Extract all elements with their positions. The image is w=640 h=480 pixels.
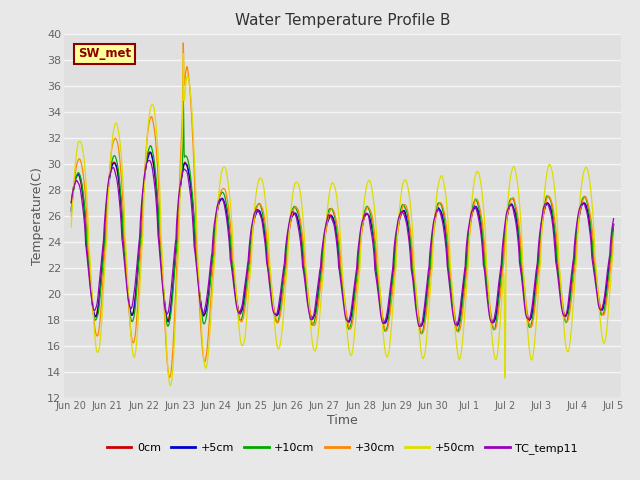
+30cm bbox=[95, 327, 103, 333]
+50cm bbox=[317, 295, 325, 301]
TC_temp11 bbox=[67, 200, 75, 205]
Text: SW_met: SW_met bbox=[78, 48, 131, 60]
+10cm bbox=[495, 298, 502, 303]
+5cm bbox=[95, 299, 103, 305]
+5cm bbox=[67, 208, 75, 214]
+10cm bbox=[595, 298, 602, 303]
+5cm bbox=[332, 223, 339, 229]
+50cm bbox=[595, 295, 602, 301]
+50cm bbox=[610, 235, 618, 240]
Y-axis label: Temperature(C): Temperature(C) bbox=[31, 167, 44, 265]
+10cm bbox=[317, 272, 324, 278]
0cm bbox=[610, 222, 618, 228]
+5cm bbox=[417, 324, 425, 329]
TC_temp11 bbox=[332, 229, 339, 235]
+50cm bbox=[67, 224, 75, 230]
+10cm bbox=[332, 216, 339, 222]
TC_temp11 bbox=[317, 259, 324, 264]
+30cm bbox=[610, 230, 618, 236]
+30cm bbox=[317, 277, 325, 283]
Line: +50cm: +50cm bbox=[71, 53, 614, 385]
+5cm bbox=[147, 149, 154, 155]
0cm bbox=[67, 200, 75, 205]
+10cm bbox=[418, 331, 426, 336]
TC_temp11 bbox=[495, 280, 502, 286]
+30cm bbox=[495, 306, 502, 312]
0cm bbox=[317, 267, 324, 273]
Line: 0cm: 0cm bbox=[71, 152, 614, 326]
+5cm bbox=[610, 222, 618, 228]
+10cm bbox=[595, 296, 602, 301]
+5cm bbox=[595, 295, 602, 300]
0cm bbox=[595, 296, 602, 301]
+5cm bbox=[317, 269, 324, 275]
0cm bbox=[146, 149, 154, 155]
0cm bbox=[452, 324, 460, 329]
+30cm bbox=[166, 374, 173, 380]
Line: +5cm: +5cm bbox=[71, 152, 614, 326]
Legend: 0cm, +5cm, +10cm, +30cm, +50cm, TC_temp11: 0cm, +5cm, +10cm, +30cm, +50cm, TC_temp1… bbox=[102, 439, 582, 458]
+10cm bbox=[67, 205, 75, 211]
Line: TC_temp11: TC_temp11 bbox=[71, 160, 614, 326]
+30cm bbox=[595, 288, 602, 294]
0cm bbox=[595, 294, 602, 300]
TC_temp11 bbox=[145, 157, 153, 163]
Title: Water Temperature Profile B: Water Temperature Profile B bbox=[235, 13, 450, 28]
+30cm bbox=[595, 291, 602, 297]
+50cm bbox=[332, 187, 339, 192]
TC_temp11 bbox=[610, 216, 618, 222]
+30cm bbox=[332, 214, 339, 220]
+30cm bbox=[67, 213, 75, 219]
TC_temp11 bbox=[95, 284, 103, 290]
+50cm bbox=[595, 291, 602, 297]
+10cm bbox=[95, 306, 103, 312]
Line: +30cm: +30cm bbox=[71, 43, 614, 377]
TC_temp11 bbox=[415, 324, 423, 329]
0cm bbox=[95, 297, 103, 303]
TC_temp11 bbox=[595, 302, 602, 308]
X-axis label: Time: Time bbox=[327, 414, 358, 427]
+50cm bbox=[179, 50, 187, 56]
+10cm bbox=[610, 221, 618, 227]
+30cm bbox=[179, 40, 187, 46]
0cm bbox=[332, 224, 339, 229]
TC_temp11 bbox=[595, 300, 602, 306]
+10cm bbox=[179, 96, 187, 102]
+5cm bbox=[495, 290, 502, 296]
Line: +10cm: +10cm bbox=[71, 99, 614, 334]
0cm bbox=[495, 288, 502, 294]
+50cm bbox=[95, 347, 103, 353]
+5cm bbox=[595, 293, 602, 299]
+50cm bbox=[495, 337, 502, 343]
+50cm bbox=[166, 383, 174, 388]
